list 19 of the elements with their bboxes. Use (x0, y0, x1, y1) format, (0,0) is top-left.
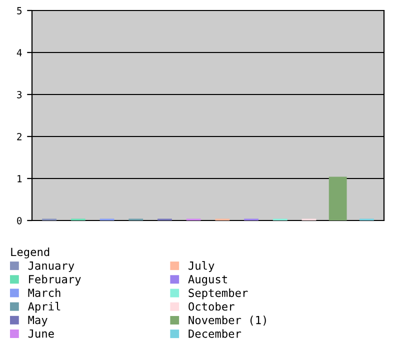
legend-label: November (1) (188, 316, 266, 326)
legend-label: March (28, 288, 60, 297)
legend-label: December (188, 329, 242, 338)
y-tick-label: 2 (17, 133, 22, 140)
legend-label: February (29, 274, 81, 286)
y-tick-label: 5 (17, 7, 22, 14)
y-tick-label: 0 (17, 217, 22, 224)
y-tick-label: 4 (16, 49, 22, 56)
legend-label: October (188, 302, 234, 311)
legend-label: January (28, 262, 74, 272)
legend-label: May (28, 316, 48, 326)
legend-label: July (188, 261, 214, 272)
y-tick-label: 3 (17, 91, 22, 98)
y-tick-label: 1 (18, 175, 22, 182)
legend-label: August (188, 275, 228, 286)
legend-label: September (188, 288, 248, 300)
legend-title: Legend (11, 248, 50, 258)
legend-label: April (28, 302, 60, 313)
legend-label: June (28, 330, 54, 338)
